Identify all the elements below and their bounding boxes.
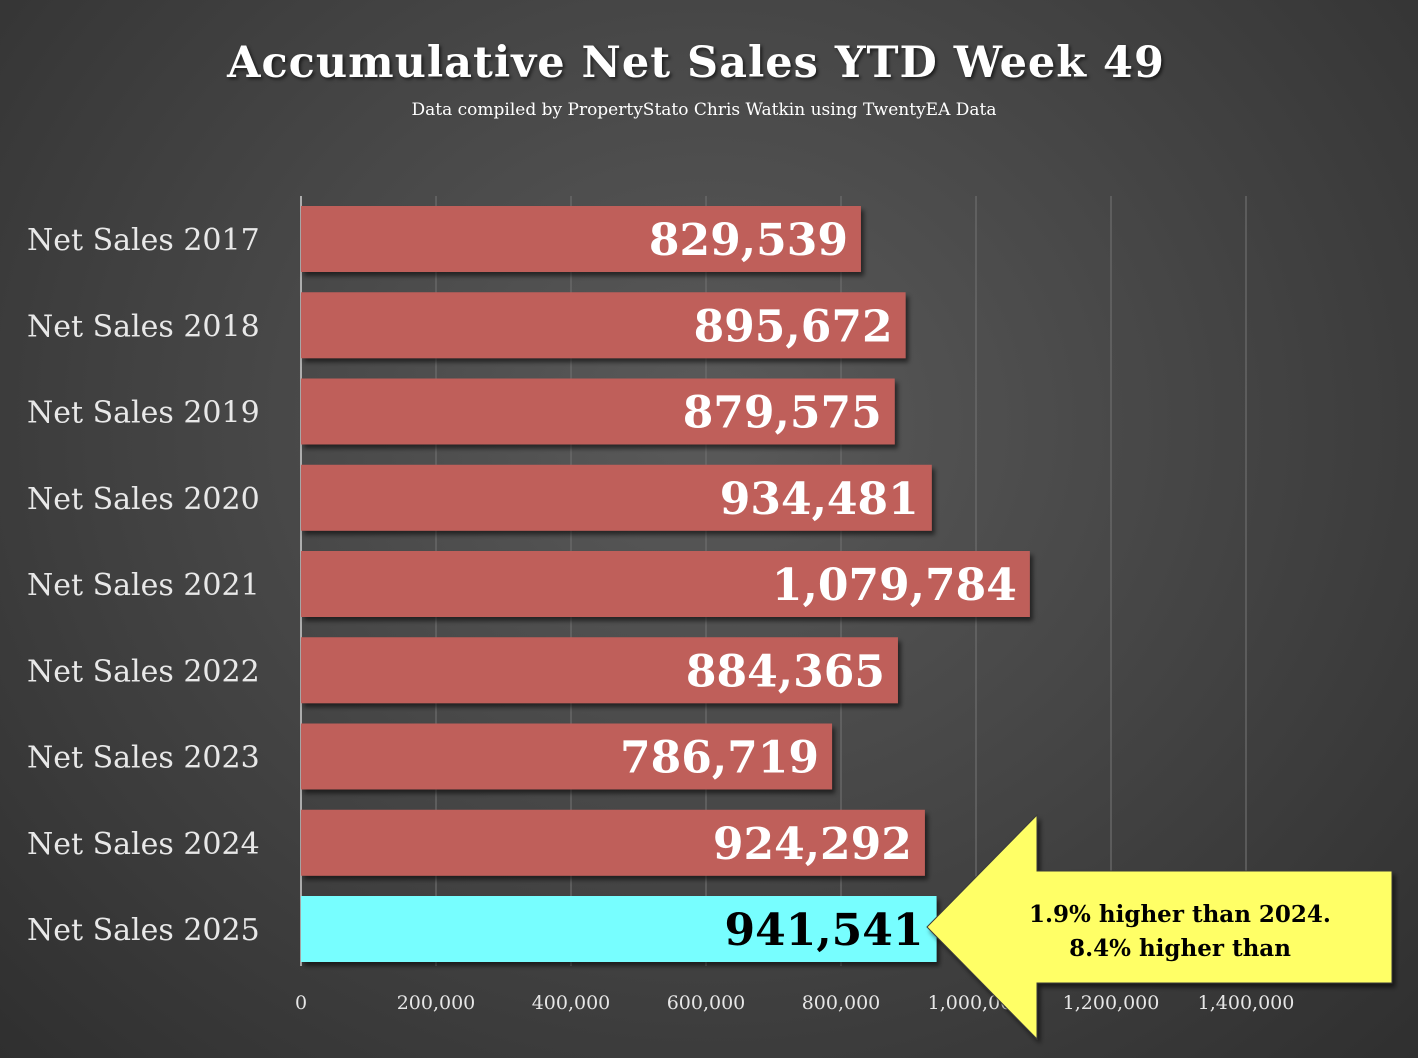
category-label: Net Sales 2025: [27, 913, 260, 948]
callout-line-2: 8.4% higher than: [1069, 935, 1291, 962]
callout-text: 1.9% higher than 2024. 8.4% higher than: [990, 898, 1370, 966]
category-label: Net Sales 2021: [27, 568, 260, 603]
chart-title: Accumulative Net Sales YTD Week 49: [227, 38, 1165, 88]
x-tick-label: 0: [295, 992, 307, 1014]
category-label: Net Sales 2019: [27, 396, 260, 431]
x-tick-label: 200,000: [397, 992, 476, 1014]
category-label: Net Sales 2022: [27, 654, 260, 689]
x-axis-tick-labels: 0 200,000 400,000 600,000 800,000 1,000,000 1,…: [295, 992, 1294, 1014]
x-tick-label: 600,000: [667, 992, 746, 1014]
bar-net-sales-2021: [301, 551, 1030, 617]
category-label: Net Sales 2024: [27, 827, 260, 862]
bar-net-sales-2019: [301, 378, 895, 445]
callout-arrow: [926, 813, 1393, 1041]
category-labels: Net Sales 2017 Net Sales 2018 Net Sales 20…: [27, 223, 260, 948]
value-label: 786,719: [620, 733, 819, 784]
bar-net-sales-2022: [301, 637, 898, 704]
value-label: 895,672: [694, 301, 893, 352]
x-tick-label: 400,000: [532, 992, 611, 1014]
x-tick-label: 1,400,000: [1198, 992, 1295, 1014]
value-label: 934,481: [720, 474, 919, 525]
bar-net-sales-2020: [301, 464, 932, 531]
category-label: Net Sales 2023: [27, 741, 260, 776]
bar-net-sales-2018: [301, 292, 906, 359]
bars: 829,539 895,672 879,575 934,481 1,079,784 884…: [301, 206, 1030, 962]
callout-line-1: 1.9% higher than 2024.: [1029, 901, 1331, 928]
category-label: Net Sales 2018: [27, 309, 260, 344]
chart-subtitle: Data compiled by PropertyStato Chris Wat…: [411, 100, 997, 120]
bar-net-sales-2025: [301, 896, 937, 962]
category-label: Net Sales 2020: [27, 482, 260, 517]
x-tick-label: 800,000: [802, 992, 881, 1014]
value-label: 941,541: [725, 905, 924, 956]
x-tick-label: 1,200,000: [1063, 992, 1160, 1014]
bar-net-sales-2023: [301, 723, 833, 790]
bar-net-sales-2017: [301, 206, 861, 272]
value-label: 1,079,784: [772, 560, 1017, 611]
value-label: 924,292: [713, 819, 912, 870]
callout: [926, 813, 1393, 1041]
value-label: 829,539: [649, 215, 848, 266]
value-label: 884,365: [686, 646, 885, 697]
category-label: Net Sales 2017: [27, 223, 260, 258]
value-label: 879,575: [683, 388, 882, 439]
bar-net-sales-2024: [301, 809, 925, 876]
